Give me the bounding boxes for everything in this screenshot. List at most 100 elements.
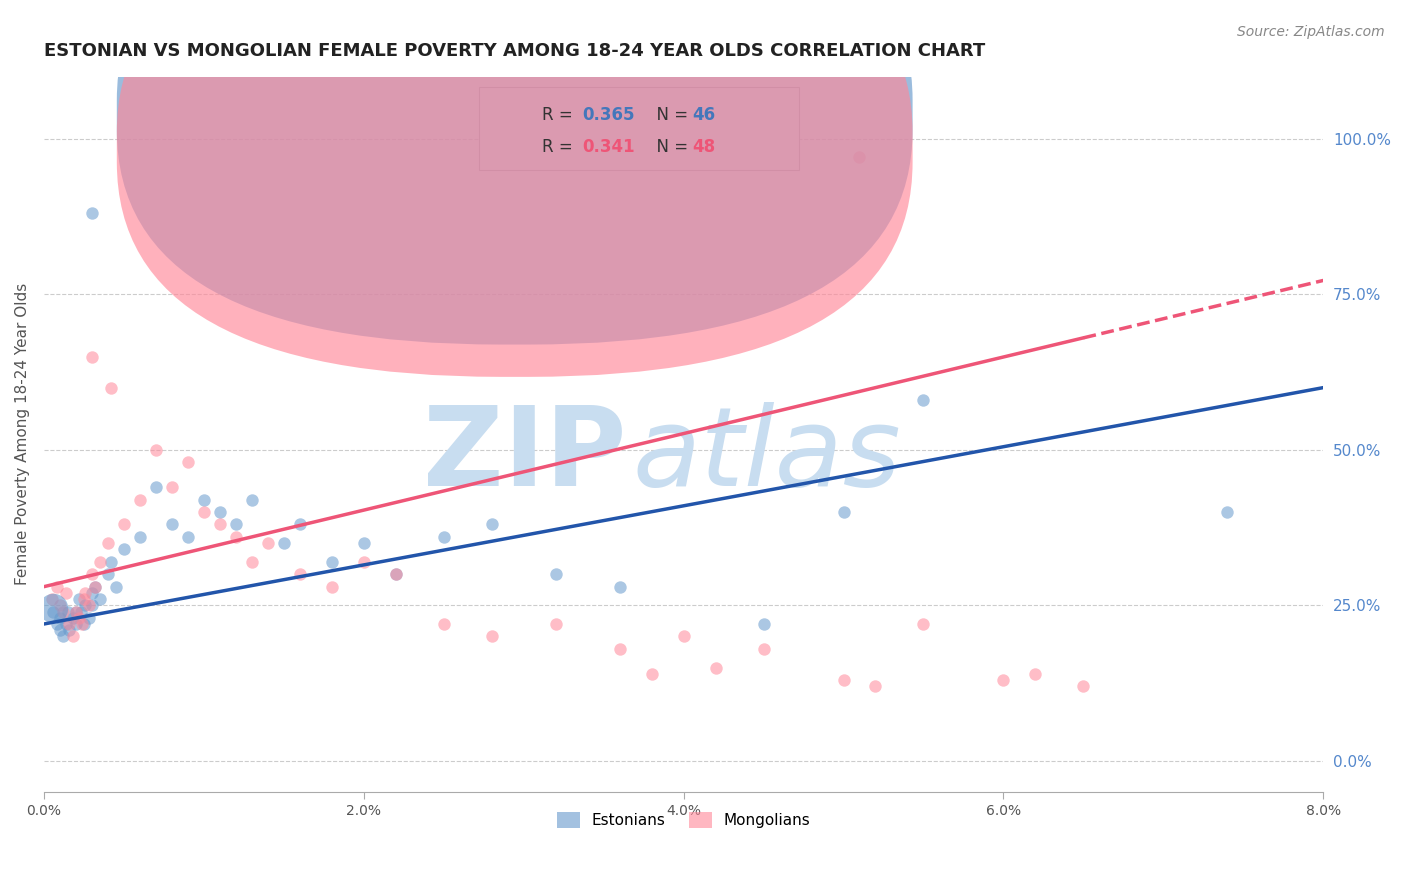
Point [912,617,935,632]
Point [752,617,775,632]
Point [433,617,456,632]
Point [145,442,167,457]
Point [84,580,107,594]
Text: R =: R = [541,138,578,156]
Point [112,542,135,557]
Point [65,605,87,619]
Point [832,505,855,519]
Point [193,492,215,507]
Point [145,480,167,494]
Point [45,580,67,594]
Point [112,517,135,532]
Point [672,630,695,644]
Point [288,517,311,532]
Point [1073,679,1095,693]
Point [58,624,80,638]
Point [80,350,103,364]
Point [1216,505,1239,519]
Point [75,599,97,613]
Point [177,455,200,469]
Point [160,480,183,494]
Point [67,611,90,625]
Text: 46: 46 [693,106,716,124]
Point [75,586,97,600]
Point [832,673,855,687]
Point [1024,666,1046,681]
Point [45,617,67,632]
Point [80,599,103,613]
Point [640,666,662,681]
Point [225,530,247,544]
Text: ZIP: ZIP [423,402,626,509]
Point [97,567,120,582]
Point [353,555,375,569]
Point [41,592,63,607]
Point [353,536,375,550]
Point [80,586,103,600]
Point [481,630,503,644]
Point [160,517,183,532]
Point [273,536,295,550]
Point [104,580,127,594]
Point [84,580,107,594]
Point [42,601,65,615]
Point [208,517,231,532]
Point [256,536,278,550]
Point [433,530,456,544]
Point [865,679,887,693]
Point [100,555,122,569]
Point [80,206,103,220]
Point [177,530,200,544]
Point [225,517,247,532]
Point [55,617,77,632]
Point [49,599,72,613]
Point [73,617,96,632]
Point [72,617,94,632]
Point [128,492,150,507]
Point [89,555,111,569]
Point [240,492,263,507]
Point [128,530,150,544]
Point [544,567,567,582]
Point [993,673,1015,687]
Point [384,567,406,582]
Point [56,605,79,619]
Point [240,555,263,569]
Text: atlas: atlas [633,402,901,509]
Point [65,617,87,632]
Point [49,611,72,625]
Point [58,617,80,632]
Text: 0.365: 0.365 [582,106,636,124]
Point [80,567,103,582]
Point [193,505,215,519]
Point [288,567,311,582]
Point [97,536,120,550]
Y-axis label: Female Poverty Among 18-24 Year Olds: Female Poverty Among 18-24 Year Olds [15,283,30,585]
Point [321,555,343,569]
Point [752,641,775,656]
Text: N =: N = [647,106,693,124]
Point [62,611,84,625]
FancyBboxPatch shape [479,87,799,169]
FancyBboxPatch shape [117,0,912,344]
Text: ESTONIAN VS MONGOLIAN FEMALE POVERTY AMONG 18-24 YEAR OLDS CORRELATION CHART: ESTONIAN VS MONGOLIAN FEMALE POVERTY AMO… [44,42,986,60]
Point [49,624,72,638]
Text: Source: ZipAtlas.com: Source: ZipAtlas.com [1237,25,1385,39]
Point [62,630,84,644]
Point [544,617,567,632]
Point [609,580,631,594]
Point [481,517,503,532]
Point [704,660,727,674]
Point [73,592,96,607]
Point [321,580,343,594]
Point [52,605,75,619]
Text: 0.341: 0.341 [582,138,636,156]
FancyBboxPatch shape [117,0,912,376]
Point [77,611,100,625]
Point [42,605,65,619]
Point [100,381,122,395]
Text: 48: 48 [693,138,716,156]
Point [912,393,935,408]
Point [69,605,91,619]
Point [89,592,111,607]
